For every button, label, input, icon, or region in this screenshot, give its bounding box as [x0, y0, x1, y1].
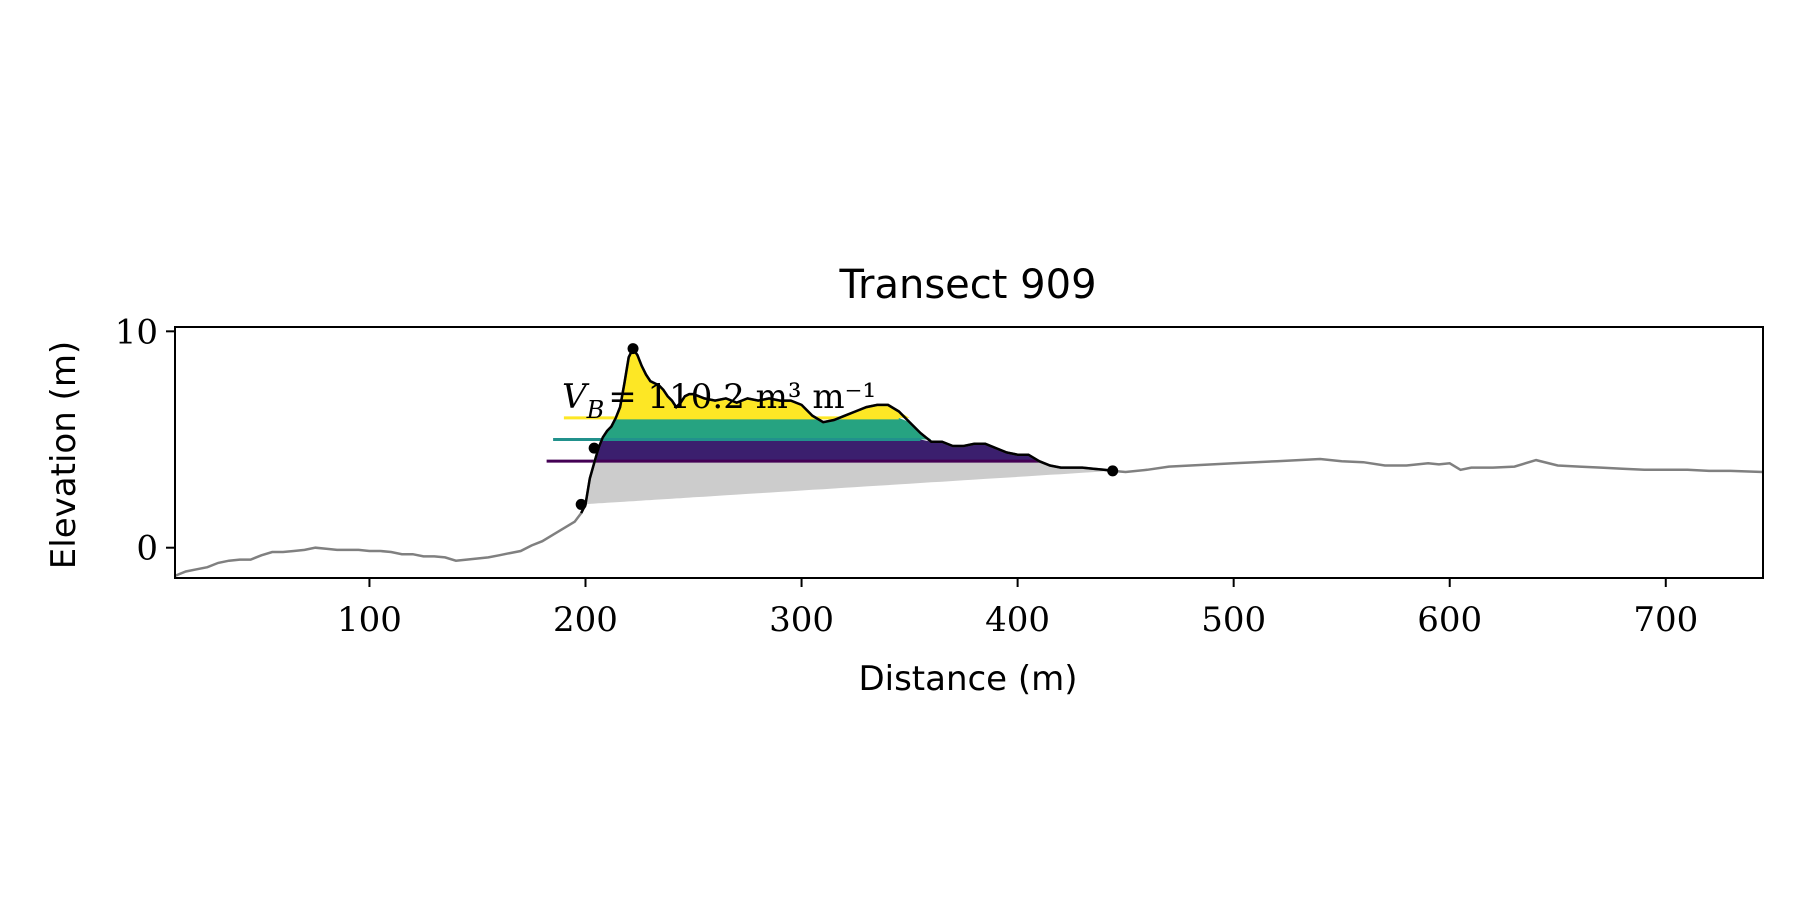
x-tick-label: 600 — [1417, 600, 1482, 640]
chart-title: Transect 909 — [838, 262, 1096, 308]
axes-frame — [174, 326, 1764, 579]
dune-point-1 — [575, 498, 587, 510]
volume-annotation: VB = 110.2 m³ m⁻¹ — [562, 377, 876, 424]
dune-point-2 — [588, 442, 600, 454]
plot-area — [175, 343, 1763, 577]
y-axis: 0 10 — [115, 312, 175, 569]
x-tick-label: 500 — [1201, 600, 1266, 640]
annotation-symbol: V — [562, 377, 590, 417]
x-tick-label: 300 — [769, 600, 834, 640]
annotation-subscript: B — [586, 396, 605, 424]
annotation-value: = 110.2 m³ m⁻¹ — [608, 377, 876, 417]
dune-point-3 — [627, 343, 639, 355]
x-tick-label: 700 — [1633, 600, 1698, 640]
x-axis-label: Distance (m) — [858, 659, 1077, 699]
dune-outline — [580, 346, 1113, 514]
base-volume-fill — [581, 461, 1113, 505]
volume-band-2 — [581, 417, 1113, 440]
x-tick-label: 100 — [337, 600, 402, 640]
x-tick-label: 200 — [553, 600, 618, 640]
plot-layers — [175, 343, 1763, 577]
y-axis-label: Elevation (m) — [44, 341, 84, 569]
y-tick-label: 10 — [115, 312, 158, 352]
x-tick-label: 400 — [985, 600, 1050, 640]
x-axis: 100 200 300 400 500 600 700 — [337, 578, 1698, 640]
dune-point-4 — [1107, 465, 1119, 477]
y-tick-label: 0 — [136, 529, 158, 569]
